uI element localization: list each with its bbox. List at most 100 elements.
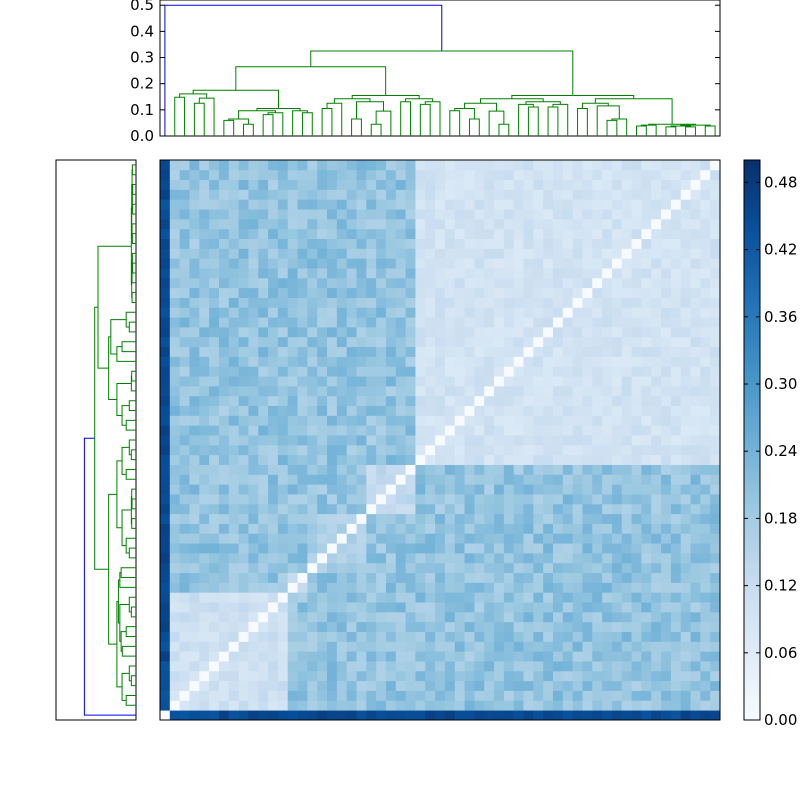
heatmap-cell [710, 327, 721, 338]
heatmap-cell [552, 228, 564, 239]
heatmap-cell [641, 543, 652, 554]
heatmap-cell [346, 218, 357, 230]
heatmap-cell [258, 464, 269, 475]
heatmap-cell [572, 199, 583, 210]
heatmap-cell [268, 376, 279, 387]
heatmap-cell [160, 385, 171, 397]
heatmap-cell [710, 395, 721, 407]
heatmap-cell [425, 533, 436, 544]
heatmap-cell [444, 366, 456, 377]
heatmap-cell [268, 680, 279, 691]
heatmap-cell [238, 277, 249, 289]
heatmap-cell [346, 454, 357, 465]
dendrogram-link [375, 110, 392, 136]
heatmap-cell [317, 513, 328, 524]
heatmap-cell [258, 366, 269, 377]
heatmap-cell [218, 346, 230, 357]
heatmap-cell [651, 258, 662, 269]
heatmap-cell [444, 503, 456, 515]
heatmap-cell [209, 415, 220, 426]
heatmap-cell [238, 415, 249, 426]
dendrogram-link [128, 321, 136, 333]
heatmap-cell [327, 464, 338, 475]
heatmap-cell [169, 572, 181, 583]
heatmap-cell [552, 710, 564, 721]
heatmap-cell [317, 238, 328, 249]
heatmap-cell [582, 690, 593, 701]
heatmap-cell [307, 523, 318, 534]
heatmap-cell [494, 248, 505, 259]
heatmap-cell [651, 248, 662, 259]
heatmap-cell [218, 297, 230, 308]
heatmap-cell [513, 523, 524, 534]
heatmap-cell [189, 297, 200, 308]
heatmap-cell [582, 710, 593, 721]
heatmap-cell [317, 700, 328, 711]
heatmap-cell [189, 552, 200, 564]
heatmap-cell [474, 700, 485, 711]
heatmap-cell [543, 395, 554, 407]
heatmap-cell [680, 661, 691, 672]
heatmap-cell [327, 327, 338, 338]
heatmap-cell [543, 484, 554, 495]
heatmap-cell [670, 454, 682, 465]
heatmap-cell [523, 366, 534, 377]
heatmap-cell [218, 415, 230, 426]
heatmap-cell [160, 160, 171, 171]
heatmap-cell [464, 199, 475, 210]
heatmap-cell [218, 533, 230, 544]
heatmap-cell [710, 376, 721, 387]
heatmap-cell [523, 248, 534, 259]
heatmap-cell [680, 592, 691, 603]
heatmap-cell [287, 602, 298, 613]
heatmap-cell [199, 169, 210, 181]
heatmap-cell [484, 268, 495, 279]
heatmap-cell [690, 376, 701, 387]
dendrogram-link [121, 446, 130, 475]
heatmap-cell [484, 238, 495, 249]
heatmap-cell [602, 228, 613, 239]
heatmap-cell [572, 582, 583, 593]
heatmap-cell [631, 415, 642, 426]
heatmap-cell [503, 651, 515, 662]
heatmap-cell [366, 415, 377, 426]
heatmap-cell [356, 503, 367, 515]
heatmap-cell [297, 199, 308, 210]
heatmap-cell [307, 356, 318, 367]
heatmap-cell [523, 435, 534, 446]
heatmap-cell [611, 218, 623, 230]
heatmap-cell [209, 641, 220, 652]
heatmap-cell [366, 376, 377, 387]
heatmap-cell [484, 199, 495, 210]
heatmap-cell [651, 631, 662, 642]
heatmap-cell [454, 307, 465, 318]
heatmap-cell [513, 611, 524, 623]
heatmap-cell [651, 552, 662, 564]
heatmap-cell [268, 503, 279, 515]
heatmap-cell [405, 513, 416, 524]
heatmap-cell [484, 385, 495, 397]
heatmap-cell [209, 218, 220, 230]
heatmap-cell [474, 199, 485, 210]
heatmap-cell [327, 356, 338, 367]
heatmap-cell [641, 258, 652, 269]
heatmap-cell [277, 523, 289, 534]
heatmap-cell [277, 209, 289, 220]
heatmap-cell [562, 160, 574, 171]
heatmap-cell [680, 680, 691, 691]
heatmap-cell [248, 356, 259, 367]
heatmap-cell [277, 611, 289, 623]
heatmap-cell [199, 631, 210, 642]
heatmap-cell [228, 169, 239, 181]
heatmap-cell [199, 533, 210, 544]
heatmap-cell [454, 425, 465, 436]
heatmap-cell [385, 611, 397, 623]
heatmap-cell [503, 395, 515, 407]
heatmap-cell [376, 602, 387, 613]
heatmap-cell [268, 307, 279, 318]
heatmap-cell [376, 533, 387, 544]
heatmap-cell [690, 543, 701, 554]
heatmap-cell [405, 454, 416, 465]
dendrogram-link [125, 537, 136, 554]
heatmap-cell [592, 199, 603, 210]
